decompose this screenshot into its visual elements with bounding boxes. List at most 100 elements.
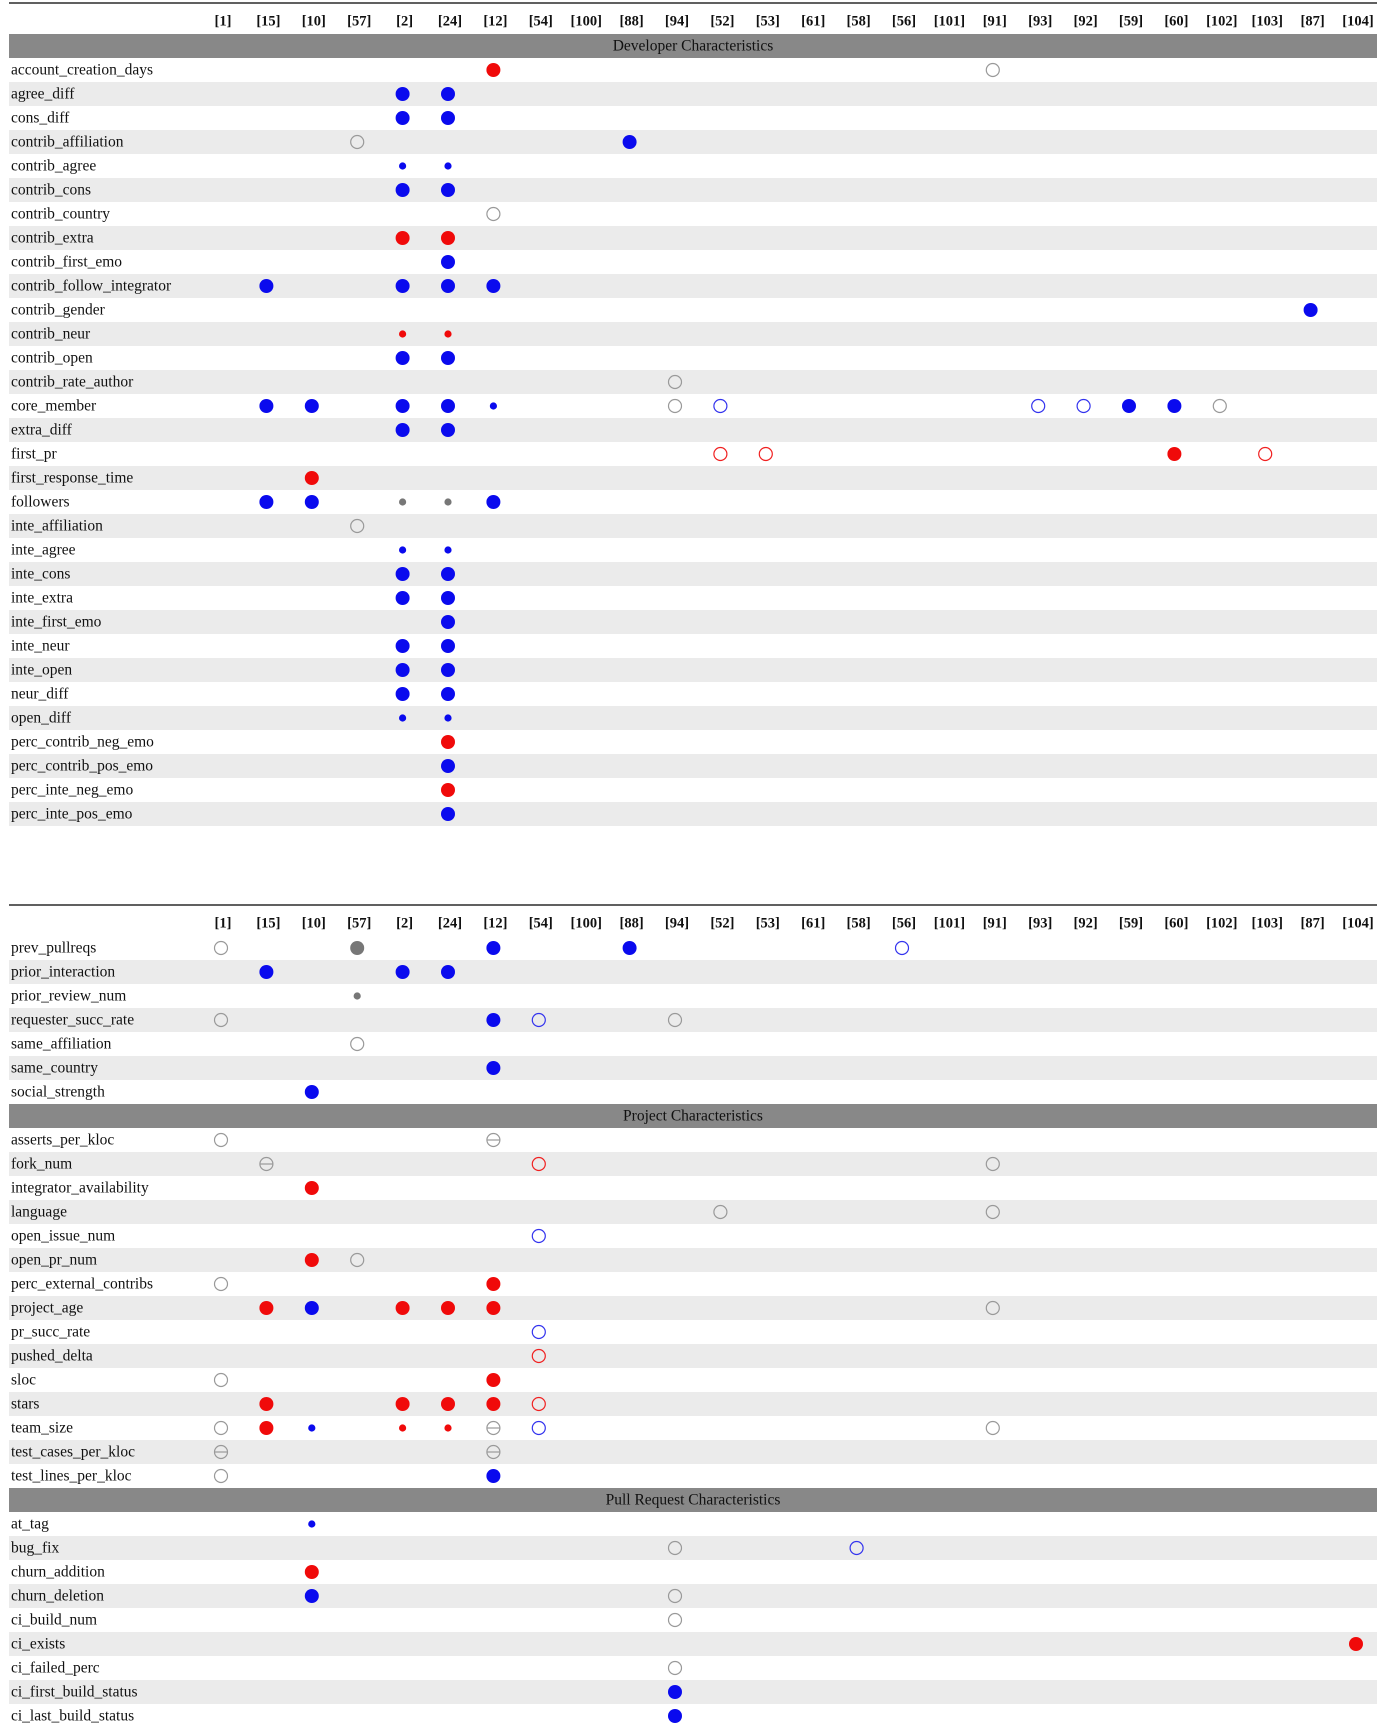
cell-symbol xyxy=(985,62,1000,78)
cell-symbol xyxy=(531,1324,546,1340)
column-header: [88] xyxy=(620,13,644,29)
row-label: first_response_time xyxy=(11,470,133,487)
column-header: [15] xyxy=(256,915,280,931)
cell-symbol xyxy=(441,423,455,437)
row-label: contrib_open xyxy=(11,350,93,367)
cell-symbol xyxy=(713,1204,728,1220)
row-stripe xyxy=(9,1584,1377,1608)
column-header: [2] xyxy=(396,915,413,931)
row-stripe xyxy=(9,130,1377,154)
cell-symbol xyxy=(441,231,455,245)
section-band xyxy=(9,34,1377,58)
row-label: inte_extra xyxy=(11,590,73,607)
cell-symbol xyxy=(985,1204,1000,1220)
cell-symbol xyxy=(353,992,361,1000)
cell-symbol xyxy=(486,206,501,222)
row-label: pr_succ_rate xyxy=(11,1324,90,1341)
section-band xyxy=(9,1488,1377,1512)
column-header: [24] xyxy=(438,13,462,29)
section-title: Project Characteristics xyxy=(623,1108,763,1125)
row-label: ci_build_num xyxy=(11,1612,97,1629)
cell-symbol xyxy=(213,1468,229,1484)
row-label: requester_succ_rate xyxy=(11,1012,134,1029)
cell-symbol xyxy=(486,63,501,77)
cell-symbol xyxy=(441,965,455,979)
cell-symbol xyxy=(395,423,410,437)
cell-symbol xyxy=(441,567,455,581)
cell-symbol xyxy=(1076,398,1091,414)
column-header: [24] xyxy=(438,915,462,931)
column-header: [87] xyxy=(1301,13,1325,29)
cell-symbol xyxy=(531,1396,546,1412)
column-header: [103] xyxy=(1251,915,1282,931)
cell-symbol xyxy=(304,399,319,413)
column-header: [59] xyxy=(1119,13,1143,29)
cell-symbol xyxy=(308,1424,316,1432)
cell-symbol xyxy=(486,1397,501,1411)
cell-symbol xyxy=(395,399,410,413)
cell-symbol xyxy=(486,1301,501,1315)
column-header: [56] xyxy=(892,915,916,931)
row-label: perc_inte_neg_emo xyxy=(11,782,133,799)
cell-symbol xyxy=(667,1612,683,1628)
row-stripe xyxy=(9,1152,1377,1176)
cell-symbol xyxy=(399,546,407,554)
row-label: social_strength xyxy=(11,1084,105,1101)
row-label: contrib_gender xyxy=(11,302,106,319)
cell-symbol xyxy=(399,1424,407,1432)
row-label: contrib_extra xyxy=(11,230,94,247)
cell-symbol xyxy=(668,1709,682,1723)
cell-symbol xyxy=(213,1012,229,1028)
cell-symbol xyxy=(713,446,728,462)
cell-symbol xyxy=(985,1156,1000,1172)
column-header: [59] xyxy=(1119,915,1143,931)
column-header: [102] xyxy=(1206,915,1237,931)
row-label: test_cases_per_kloc xyxy=(11,1444,135,1461)
cell-symbol xyxy=(441,807,455,821)
row-stripe xyxy=(9,418,1377,442)
cell-symbol xyxy=(441,759,455,773)
column-header: [53] xyxy=(756,915,780,931)
column-header: [57] xyxy=(347,13,371,29)
cell-symbol xyxy=(441,615,455,629)
cell-symbol xyxy=(486,1277,501,1291)
section-title: Pull Request Characteristics xyxy=(606,1492,781,1509)
row-label: contrib_agree xyxy=(11,158,96,175)
row-stripe xyxy=(9,706,1377,730)
column-header: [61] xyxy=(801,13,825,29)
row-stripe xyxy=(9,960,1377,984)
cell-symbol xyxy=(531,1420,546,1436)
row-label: agree_diff xyxy=(11,86,75,103)
row-stripe xyxy=(9,802,1377,826)
cell-symbol xyxy=(1122,399,1136,413)
cell-symbol xyxy=(213,1276,229,1292)
row-label: contrib_follow_integrator xyxy=(11,278,172,295)
row-label: perc_contrib_neg_emo xyxy=(11,734,154,751)
cell-symbol xyxy=(1303,303,1318,317)
row-stripe xyxy=(9,466,1377,490)
row-label: prev_pullreqs xyxy=(11,940,96,957)
cell-symbol xyxy=(441,255,455,269)
row-label: stars xyxy=(11,1396,39,1413)
column-header: [12] xyxy=(483,13,507,29)
cell-symbol xyxy=(667,1588,683,1604)
cell-symbol xyxy=(486,1061,501,1075)
cell-symbol xyxy=(486,495,501,509)
row-label: inte_first_emo xyxy=(11,614,102,631)
cell-symbol xyxy=(441,183,455,197)
column-header: [15] xyxy=(256,13,280,29)
row-stripe xyxy=(9,370,1377,394)
row-stripe xyxy=(9,226,1377,250)
cell-symbol xyxy=(622,135,637,149)
row-label: ci_last_build_status xyxy=(11,1708,134,1725)
cell-symbol xyxy=(444,714,452,722)
cell-symbol xyxy=(444,162,452,170)
row-stripe xyxy=(9,1008,1377,1032)
cell-symbol xyxy=(395,183,410,197)
cell-symbol xyxy=(441,639,455,653)
column-header: [54] xyxy=(529,13,553,29)
column-header: [93] xyxy=(1028,13,1052,29)
column-header: [102] xyxy=(1206,13,1237,29)
cell-symbol xyxy=(399,162,407,170)
